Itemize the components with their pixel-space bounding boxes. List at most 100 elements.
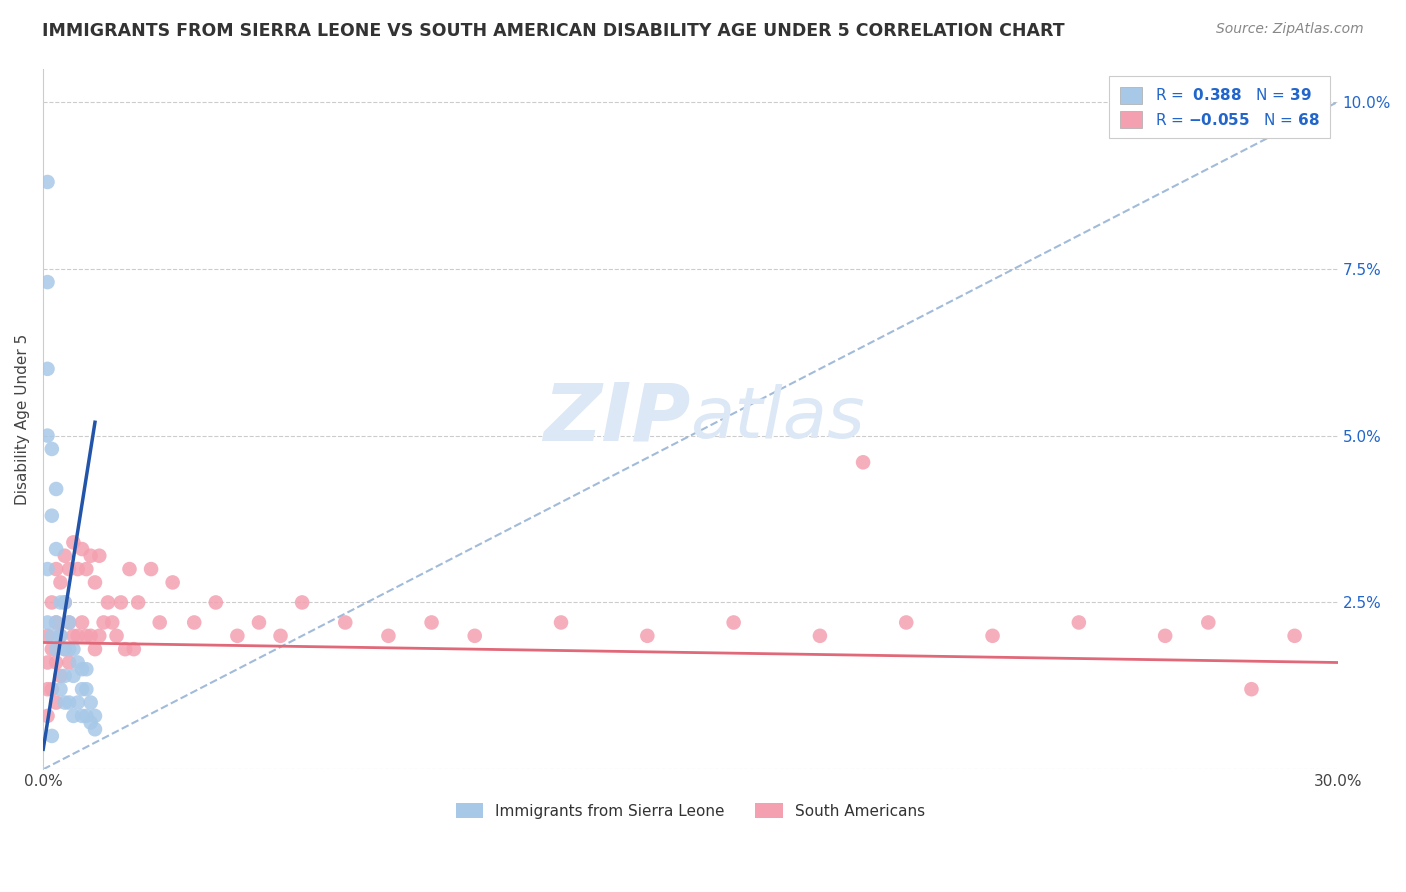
Point [58,696,80,710]
Point [84,709,107,723]
Point [53,642,76,657]
Point [58,656,80,670]
Point [1197,615,1219,630]
Point [45,482,67,496]
Point [37,175,59,189]
Point [1284,629,1306,643]
Point [49,595,72,609]
Point [66,562,89,576]
Point [41,442,63,456]
Point [53,642,76,657]
Point [37,629,59,643]
Point [41,595,63,609]
Point [49,669,72,683]
Point [1067,615,1090,630]
Point [420,615,443,630]
Point [183,615,205,630]
Point [45,696,67,710]
Point [122,642,145,657]
Point [1154,629,1177,643]
Point [37,428,59,442]
Point [75,629,97,643]
Point [49,629,72,643]
Point [852,455,875,469]
Point [37,682,59,697]
Point [247,615,270,630]
Point [79,696,101,710]
Point [896,615,918,630]
Point [41,682,63,697]
Point [79,715,101,730]
Point [97,595,120,609]
Point [464,629,486,643]
Legend: Immigrants from Sierra Leone, South Americans: Immigrants from Sierra Leone, South Amer… [450,797,931,825]
Point [53,549,76,563]
Point [62,642,84,657]
Point [808,629,831,643]
Point [45,615,67,630]
Point [105,629,128,643]
Point [636,629,658,643]
Point [37,362,59,376]
Point [37,656,59,670]
Point [84,575,107,590]
Point [53,696,76,710]
Point [45,656,67,670]
Point [66,696,89,710]
Text: Source: ZipAtlas.com: Source: ZipAtlas.com [1216,22,1364,37]
Point [723,615,745,630]
Point [62,535,84,549]
Point [37,275,59,289]
Point [58,615,80,630]
Point [58,562,80,576]
Point [70,615,93,630]
Point [79,629,101,643]
Point [75,662,97,676]
Point [41,508,63,523]
Point [550,615,572,630]
Point [45,642,67,657]
Point [84,723,107,737]
Point [114,642,136,657]
Point [70,542,93,557]
Point [53,669,76,683]
Point [70,662,93,676]
Point [335,615,357,630]
Point [89,549,111,563]
Point [79,549,101,563]
Text: IMMIGRANTS FROM SIERRA LEONE VS SOUTH AMERICAN DISABILITY AGE UNDER 5 CORRELATIO: IMMIGRANTS FROM SIERRA LEONE VS SOUTH AM… [42,22,1064,40]
Point [93,615,115,630]
Point [127,595,149,609]
Point [62,629,84,643]
Point [37,615,59,630]
Point [226,629,249,643]
Point [41,642,63,657]
Point [89,629,111,643]
Point [110,595,132,609]
Point [118,562,141,576]
Point [62,669,84,683]
Point [45,562,67,576]
Point [62,709,84,723]
Point [75,709,97,723]
Point [75,682,97,697]
Point [66,656,89,670]
Point [377,629,399,643]
Point [45,542,67,557]
Point [53,595,76,609]
Point [270,629,292,643]
Point [1240,682,1263,697]
Point [66,629,89,643]
Point [291,595,314,609]
Point [37,562,59,576]
Point [70,709,93,723]
Point [75,562,97,576]
Point [204,595,226,609]
Point [49,682,72,697]
Point [70,682,93,697]
Point [53,595,76,609]
Point [45,615,67,630]
Point [58,642,80,657]
Point [49,629,72,643]
Point [84,642,107,657]
